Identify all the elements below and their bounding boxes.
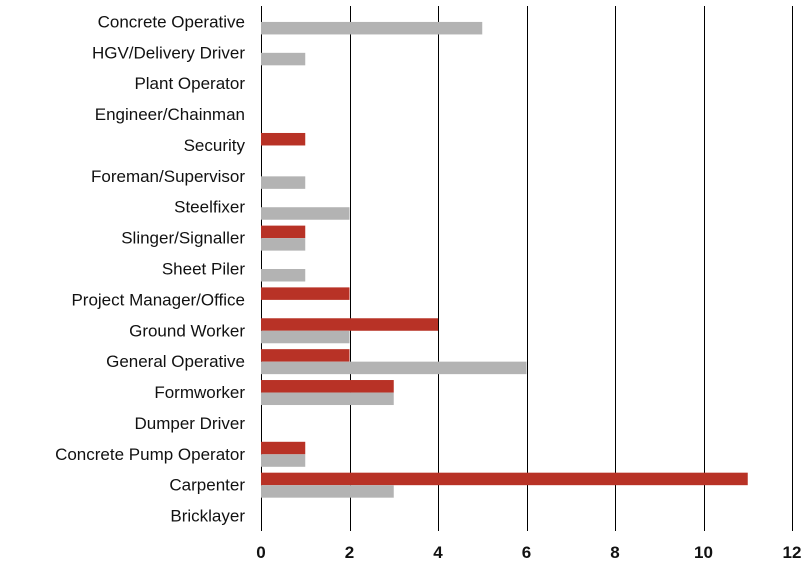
bar-series-2 <box>261 393 394 406</box>
bar-series-1 <box>261 349 350 362</box>
bar-series-2 <box>261 53 305 66</box>
category-label: Dumper Driver <box>134 414 245 433</box>
x-tick-label: 10 <box>694 543 713 562</box>
category-label: Slinger/Signaller <box>121 229 245 248</box>
bar-series-1 <box>261 226 305 239</box>
category-label: Ground Worker <box>129 321 245 340</box>
category-label: Steelfixer <box>174 198 245 217</box>
bars <box>261 22 748 498</box>
bar-series-2 <box>261 238 305 251</box>
category-label: Concrete Pump Operator <box>55 445 245 464</box>
x-tick-label: 0 <box>256 543 265 562</box>
bar-series-2 <box>261 207 350 220</box>
category-label: HGV/Delivery Driver <box>92 43 245 62</box>
x-tick-label: 4 <box>433 543 443 562</box>
category-label: Engineer/Chainman <box>95 105 245 124</box>
bar-series-1 <box>261 318 438 331</box>
category-label: Project Manager/Office <box>71 290 245 309</box>
x-tick-label: 8 <box>610 543 619 562</box>
bar-series-2 <box>261 331 350 344</box>
gridlines <box>262 6 793 531</box>
bar-series-2 <box>261 176 305 189</box>
bar-series-2 <box>261 362 527 375</box>
bar-series-1 <box>261 380 394 393</box>
bar-series-1 <box>261 287 350 300</box>
category-label: Foreman/Supervisor <box>91 167 245 186</box>
category-label: Carpenter <box>169 476 245 495</box>
category-label: Sheet Piler <box>162 260 245 279</box>
category-label: Bricklayer <box>170 507 245 526</box>
x-tick-label: 6 <box>522 543 531 562</box>
category-label: Concrete Operative <box>98 12 245 31</box>
bar-series-1 <box>261 133 305 146</box>
bar-series-1 <box>261 473 748 486</box>
bar-series-2 <box>261 269 305 282</box>
x-tick-label: 12 <box>783 543 802 562</box>
category-label: Plant Operator <box>134 74 245 93</box>
bar-series-2 <box>261 485 394 498</box>
bar-series-2 <box>261 454 305 467</box>
bar-series-2 <box>261 22 482 35</box>
category-label: General Operative <box>106 352 245 371</box>
category-labels: Concrete Operative HGV/Delivery Driver Pla… <box>55 12 245 525</box>
category-label: Security <box>184 136 246 155</box>
x-axis-tick-labels: 0 2 4 6 8 10 12 <box>256 543 801 562</box>
x-tick-label: 2 <box>345 543 354 562</box>
bar-series-1 <box>261 442 305 455</box>
category-label: Formworker <box>154 383 245 402</box>
